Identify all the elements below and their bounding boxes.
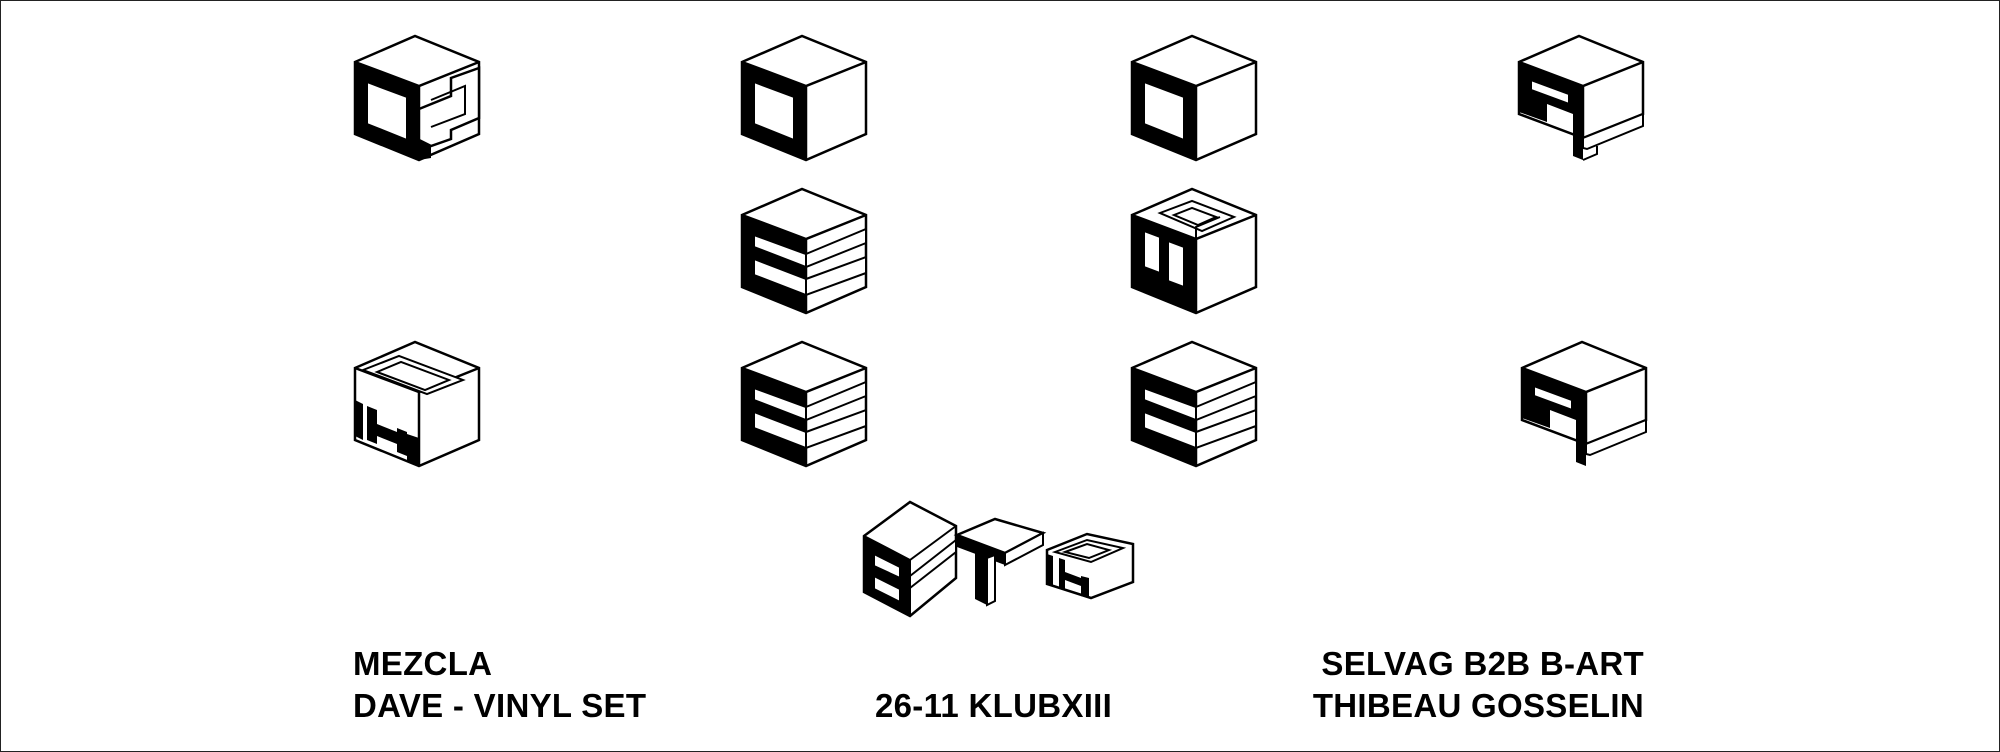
glyph-cube-e: [740, 187, 868, 315]
glyph-cube-o: [740, 34, 868, 162]
glyph-cube-h: [353, 340, 481, 468]
event-date-venue-text: 26-11 KLUBXIII: [875, 687, 1113, 724]
glyph-cube-e-3: [1130, 340, 1258, 468]
glyph-cube-m: [353, 34, 481, 162]
lineup-left-line-1: MEZCLA: [353, 645, 493, 682]
glyph-cube-r: [1517, 34, 1645, 162]
glyph-cube-m-2: [1130, 187, 1258, 315]
logo-glyph-b: [862, 500, 958, 618]
lineup-left-line-2: DAVE - VINYL SET: [353, 687, 647, 724]
lineup-right-line-1: SELVAG B2B B-ART: [1321, 645, 1644, 682]
glyph-cube-e-2: [740, 340, 868, 468]
lineup-right-line-2: THIBEAU GOSSELIN: [1312, 687, 1644, 724]
logo-glyph-t: [953, 515, 1047, 610]
lineup-left: MEZCLA DAVE - VINYL SET: [353, 643, 646, 727]
glyph-cube-r-2: [1520, 340, 1648, 468]
lineup-right: SELVAG B2B B-ART THIBEAU GOSSELIN: [1313, 643, 1644, 727]
event-date-venue: 26-11 KLUBXIII: [875, 685, 1112, 727]
glyph-cube-o-2: [1130, 34, 1258, 162]
logo-glyph-h: [1045, 530, 1135, 602]
